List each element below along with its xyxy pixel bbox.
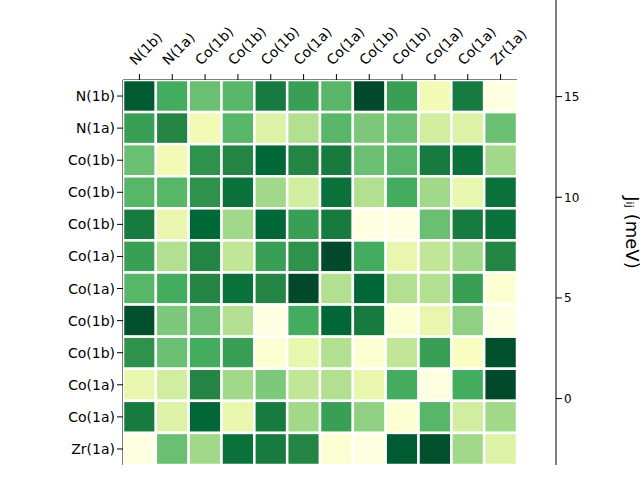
- svg-text:Co(1b): Co(1b): [191, 23, 237, 69]
- svg-text:Zr(1a): Zr(1a): [71, 441, 115, 457]
- svg-text:Co(1a): Co(1a): [421, 23, 467, 69]
- svg-text:Co(1b): Co(1b): [68, 313, 115, 329]
- svg-text:Co(1b): Co(1b): [224, 23, 270, 69]
- svg-text:Co(1b): Co(1b): [257, 23, 303, 69]
- svg-text:5: 5: [564, 291, 572, 305]
- svg-text:Jᵢⱼ (meV): Jᵢⱼ (meV): [622, 195, 632, 268]
- svg-text:Co(1b): Co(1b): [68, 345, 115, 361]
- svg-text:Co(1a): Co(1a): [68, 409, 115, 425]
- svg-text:0: 0: [564, 392, 572, 406]
- svg-text:Co(1b): Co(1b): [388, 23, 434, 69]
- svg-text:Co(1a): Co(1a): [68, 281, 115, 297]
- svg-text:Co(1a): Co(1a): [323, 23, 368, 69]
- svg-text:N(1b): N(1b): [76, 88, 115, 104]
- svg-text:10: 10: [564, 191, 579, 205]
- svg-text:N(1a): N(1a): [159, 29, 198, 68]
- svg-text:Co(1a): Co(1a): [68, 377, 115, 393]
- svg-text:Co(1b): Co(1b): [356, 23, 401, 69]
- svg-text:15: 15: [564, 90, 579, 104]
- svg-text:Co(1a): Co(1a): [290, 23, 335, 69]
- svg-text:N(1a): N(1a): [76, 120, 115, 136]
- svg-text:Co(1a): Co(1a): [454, 23, 499, 69]
- svg-text:Zr(1a): Zr(1a): [487, 26, 529, 68]
- svg-text:Co(1a): Co(1a): [68, 248, 115, 264]
- svg-text:Co(1b): Co(1b): [68, 152, 115, 168]
- svg-text:Co(1b): Co(1b): [68, 216, 115, 232]
- svg-text:N(1b): N(1b): [126, 29, 165, 68]
- svg-text:Co(1b): Co(1b): [68, 184, 115, 200]
